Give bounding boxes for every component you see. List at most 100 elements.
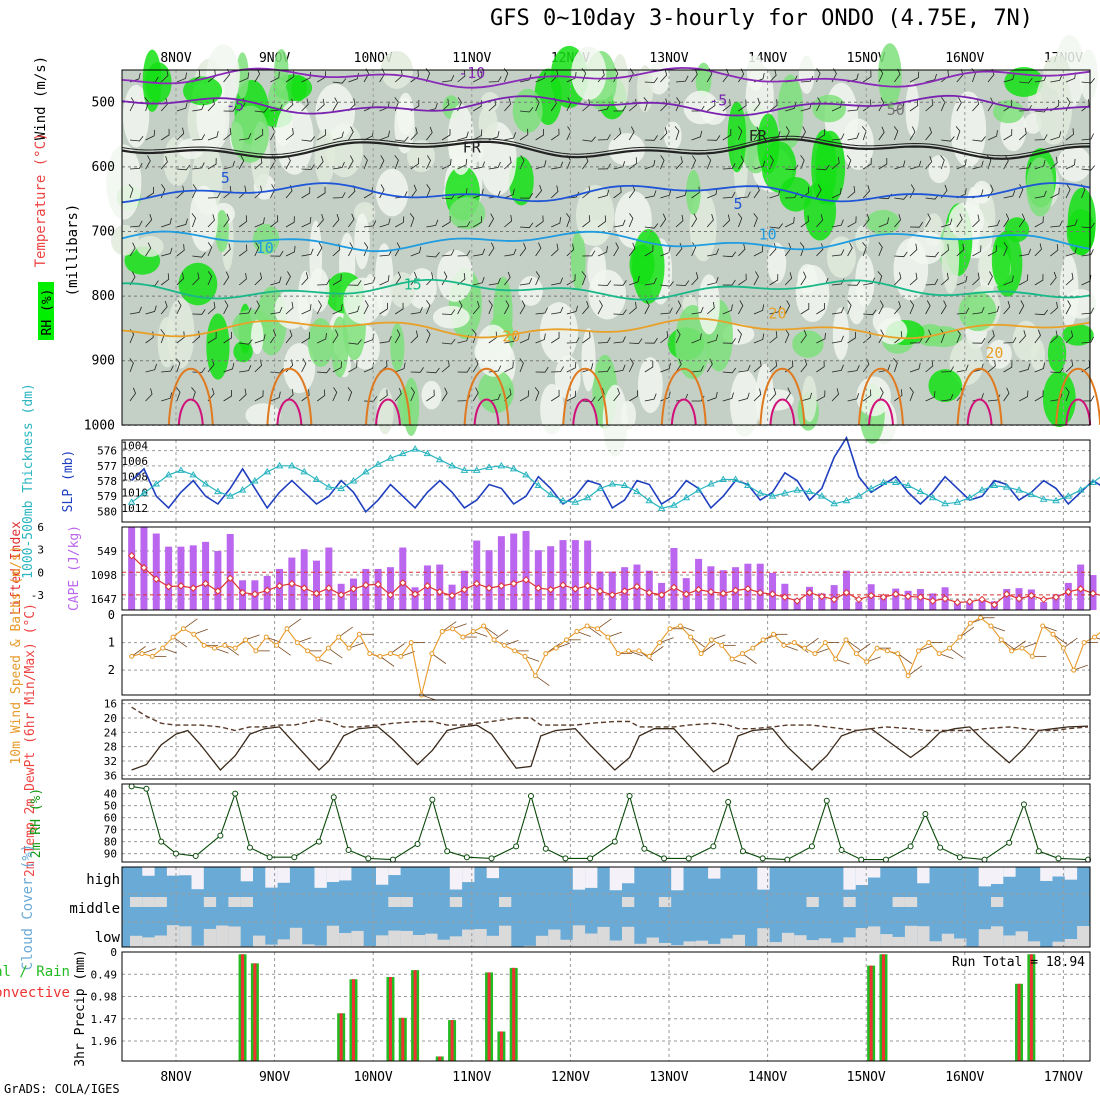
wind-speed-point — [356, 631, 362, 637]
wind-barb — [441, 249, 455, 257]
cloud-low-gap — [634, 943, 647, 947]
wind-barb — [784, 126, 790, 141]
wind-barb — [301, 332, 310, 344]
wind-barb — [784, 300, 791, 315]
rh-shade — [177, 138, 205, 160]
wind-barb — [582, 396, 596, 403]
lifted-index-point — [904, 592, 912, 601]
wind-barb — [1003, 190, 1016, 199]
thickness-point — [978, 486, 986, 493]
thickness-point — [928, 493, 937, 501]
wind-speed-point — [284, 626, 290, 632]
wind-barb — [457, 250, 471, 257]
wind-speed-point — [129, 653, 135, 659]
lifted-index-point — [226, 574, 234, 583]
wind-barb — [207, 242, 213, 257]
cloud-low-gap — [720, 938, 733, 947]
wind-barb — [519, 390, 529, 402]
wind-barb — [410, 306, 423, 315]
wind-barb — [534, 387, 540, 402]
wind-barb — [581, 271, 587, 286]
rh-shade — [570, 229, 586, 291]
contour-label: 20 — [768, 305, 786, 323]
wind-barb — [363, 242, 369, 257]
wind-barb — [160, 128, 170, 141]
rh-point — [513, 843, 520, 850]
cape-bar — [892, 588, 900, 610]
wind-barb — [160, 156, 168, 170]
wind-barb — [535, 72, 546, 83]
wind-barb — [504, 188, 515, 199]
thickness-point — [497, 461, 506, 469]
cloud-low-gap — [548, 929, 561, 947]
cape-bar — [756, 563, 764, 610]
temperature-tick-label: 32 — [104, 755, 117, 768]
thickness-point — [743, 481, 752, 489]
surface-wind-barb — [338, 626, 353, 638]
rh-shade — [777, 74, 804, 149]
thickness-point — [854, 492, 863, 499]
cloud-high-gap — [917, 867, 930, 884]
wind-barb — [847, 331, 856, 344]
wind-barb — [145, 187, 154, 199]
wind-barb — [301, 98, 309, 112]
wind-barb — [379, 275, 390, 286]
cape-bar — [1027, 589, 1035, 610]
wind-barb — [1034, 190, 1047, 199]
wind-barb — [254, 217, 265, 228]
wind-barb — [332, 304, 343, 315]
temperature-contour-15 — [122, 278, 1091, 301]
cape-bar — [1052, 594, 1060, 610]
wind-barb — [128, 184, 134, 199]
rh-point — [128, 783, 135, 790]
cloud-low-gap — [806, 940, 819, 947]
cloud-low-gap — [326, 925, 340, 947]
wind-barb — [925, 73, 937, 83]
rh-shade — [664, 121, 682, 150]
wind-speed-point — [139, 651, 145, 657]
rh-shade — [683, 90, 719, 125]
wind-barb — [1003, 213, 1010, 228]
cape-bar — [547, 546, 555, 610]
temperature-contour--10 — [121, 66, 1091, 89]
wind-barb — [410, 330, 419, 344]
rh-shade — [760, 389, 794, 411]
wind-barb — [769, 388, 777, 402]
wind-barb — [925, 213, 931, 228]
wind-barb — [707, 135, 721, 141]
contour-label: 10 — [256, 239, 274, 257]
wind-barb — [629, 275, 640, 286]
wind-barb — [379, 218, 391, 228]
surface-wind-barb — [431, 653, 447, 664]
rh-point — [710, 843, 717, 850]
wind-barb — [207, 214, 215, 228]
lifted-index-point — [1003, 590, 1011, 598]
lifted-index-point — [645, 588, 653, 597]
cloud-low-gap — [708, 943, 721, 947]
wind-barb — [660, 331, 669, 344]
rh-point — [838, 847, 845, 853]
wind-barb — [441, 75, 455, 83]
rh-shade — [1012, 320, 1040, 362]
precip-legend-total: Total / Rain — [0, 964, 70, 980]
wind-barb — [737, 329, 742, 344]
wind-barb — [535, 242, 542, 257]
wind-barb — [893, 358, 898, 373]
wind-barb — [738, 273, 747, 286]
wind-barb — [785, 102, 797, 112]
lifted-index-point — [990, 601, 999, 609]
wind-barb — [831, 219, 844, 228]
lifted-index-point — [818, 592, 826, 601]
wind-barb — [129, 136, 144, 142]
cloud-low-gap — [868, 926, 881, 947]
wind-barb — [613, 387, 620, 402]
lifted-index-point — [1076, 585, 1085, 593]
wind-barb — [348, 155, 354, 170]
wind-barb — [1003, 242, 1008, 257]
lifted-index-point — [325, 584, 333, 592]
cloud-low-gap — [437, 939, 450, 947]
wind-barb — [909, 126, 916, 141]
cape-bar — [1064, 582, 1072, 610]
wind-barb — [488, 393, 501, 402]
rh-shade — [1067, 187, 1096, 256]
